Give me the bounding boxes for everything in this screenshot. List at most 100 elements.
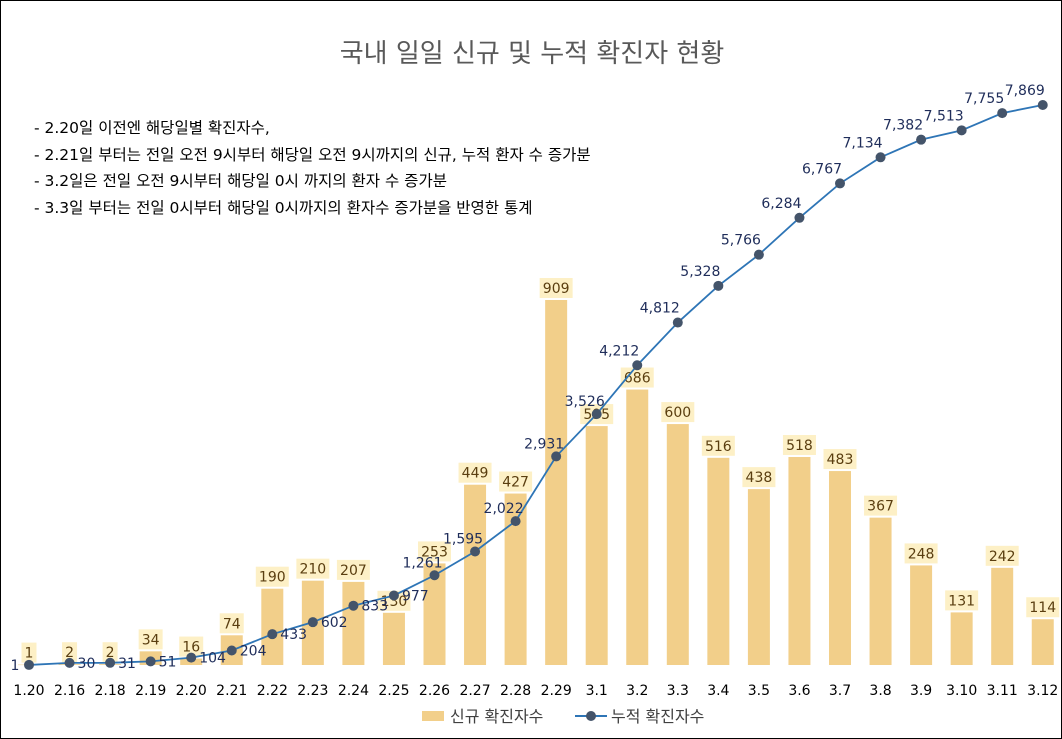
chart-title: 국내 일일 신규 및 누적 확진자 현황 (339, 39, 725, 69)
bar (707, 457, 730, 665)
x-tick-label: 1.20 (13, 683, 44, 699)
bar-label-bg (864, 495, 898, 516)
bar-label: 438 (746, 470, 773, 486)
line-marker (1037, 100, 1048, 110)
bars-layer: 1223416741902102071302534494279095956866… (18, 278, 1060, 666)
line-label: 204 (240, 643, 267, 659)
bar-label: 1 (25, 646, 34, 662)
bar-label-bg (21, 642, 37, 663)
bar-label-bg (661, 402, 695, 423)
bar-label-bg (782, 435, 816, 456)
bar (1031, 619, 1054, 665)
bar (382, 612, 405, 665)
x-tick-label: 2.27 (459, 683, 490, 699)
line-marker (429, 570, 440, 581)
bar-label-bg (458, 462, 492, 483)
bar-label-bg (823, 449, 857, 470)
x-tick-label: 2.29 (541, 683, 572, 699)
line-marker (105, 657, 116, 668)
bar-label: 427 (502, 475, 529, 491)
line-label: 6,284 (761, 196, 801, 212)
line-label: 5,328 (680, 264, 720, 280)
line-label: 2,022 (484, 501, 524, 517)
x-tick-label: 2.26 (419, 683, 450, 699)
bar-label-bg (138, 629, 163, 650)
bar-label: 248 (908, 546, 935, 562)
line-label: 5,766 (721, 233, 761, 249)
bar-label: 909 (543, 281, 570, 297)
line-label: 7,513 (924, 108, 964, 124)
line-marker (307, 617, 318, 628)
bar-label-bg (539, 278, 573, 298)
line-label: 7,382 (883, 118, 923, 134)
legend-bar-label: 신규 확진자수 (450, 707, 543, 726)
x-tick-label: 3.9 (910, 683, 932, 699)
bar-label-bg (219, 613, 244, 634)
legend-bar-swatch (422, 711, 444, 721)
bar-label-bg (418, 541, 451, 562)
bar-label-bg (620, 367, 654, 388)
x-tick-label: 3.2 (626, 683, 648, 699)
x-tick-label: 3.4 (707, 683, 729, 699)
bar (666, 424, 689, 665)
line-layer: 1 30 31 51 104 204 433 602 833 977 1,2611,5952,022… (11, 83, 1048, 674)
line-marker (348, 600, 359, 611)
line-marker (916, 134, 927, 145)
bar-label: 600 (664, 405, 691, 421)
line-marker (267, 629, 278, 640)
x-axis-ticks: 1.20 2.16 2.18 2.19 2.20 2.21 2.22 2.23 2.24 2.25… (13, 683, 1058, 699)
x-tick-label: 2.24 (338, 683, 369, 699)
line-marker (551, 451, 562, 462)
line-marker (510, 516, 521, 527)
x-tick-label: 2.21 (216, 683, 247, 699)
bar (950, 612, 973, 665)
bar-label: 210 (299, 562, 326, 578)
bar-label: 686 (624, 371, 651, 387)
bar-label: 114 (1029, 600, 1056, 616)
line-label: 3,526 (565, 394, 605, 410)
bar (869, 517, 892, 665)
legend-line-marker (586, 711, 596, 721)
line-marker (875, 152, 886, 163)
bar-label: 367 (867, 499, 894, 515)
x-tick-label: 3.8 (869, 683, 891, 699)
bar (991, 567, 1014, 665)
line-marker (591, 409, 602, 420)
line-label: 30 (78, 656, 96, 672)
x-tick-label: 3.5 (748, 683, 770, 699)
bar-label: 242 (989, 549, 1016, 565)
bar-label-bg (377, 590, 411, 611)
bar-label-bg (742, 467, 776, 488)
bar (261, 588, 284, 665)
x-tick-label: 2.22 (257, 683, 288, 699)
note-item: - 3.2일은 전일 오전 9시부터 해당일 0시 까지의 환자 수 증가분 (34, 172, 447, 190)
line-label: 4,212 (599, 343, 639, 359)
x-tick-label: 2.20 (176, 683, 207, 699)
bar (585, 426, 608, 665)
line-marker (997, 108, 1008, 119)
bar-label-bg (945, 590, 979, 611)
line-marker (470, 546, 481, 557)
line-label: 1,595 (443, 531, 483, 547)
line-marker (388, 590, 399, 601)
bar-label-bg (701, 435, 735, 456)
bar-label: 518 (786, 438, 813, 454)
bar (423, 563, 446, 665)
line-label: 51 (159, 654, 177, 670)
line-label: 6,767 (802, 161, 842, 177)
bar-label-bg (904, 543, 938, 564)
line-label: 31 (118, 656, 136, 672)
x-tick-label: 2.18 (95, 683, 126, 699)
bar-label-bg (499, 471, 533, 492)
line-marker (24, 659, 34, 670)
line-label: 7,755 (964, 91, 1004, 107)
line-label: 833 (361, 599, 388, 615)
bar-label: 483 (827, 452, 854, 468)
bar-label: 74 (223, 616, 241, 632)
x-tick-label: 2.23 (297, 683, 328, 699)
bar (747, 489, 770, 665)
line-marker (753, 249, 764, 260)
note-item: - 2.21일 부터는 전일 오전 9시부터 해당일 오전 9시까지의 신규, … (34, 145, 591, 164)
x-tick-label: 3.10 (946, 683, 977, 699)
